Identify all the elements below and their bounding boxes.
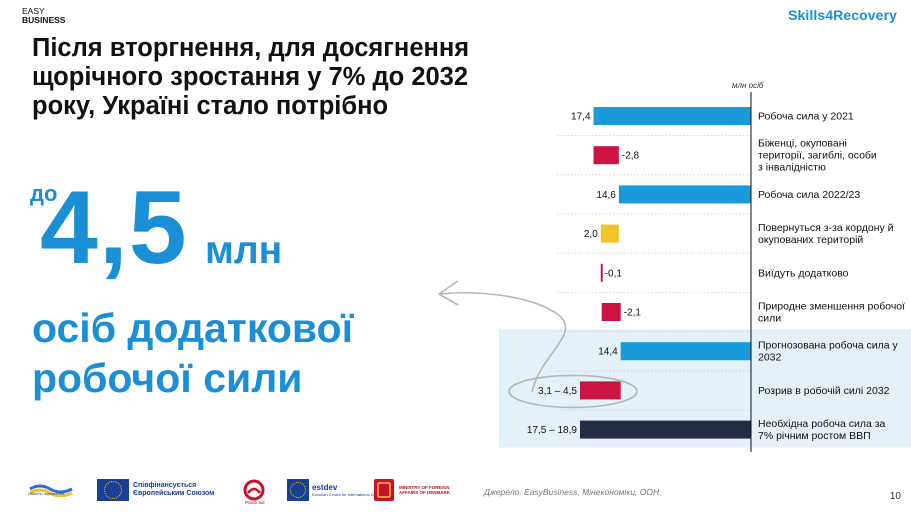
bar (601, 303, 621, 321)
ukraine-logo-text: стійкість і відновлення (28, 492, 65, 496)
estdev-flag-icon (287, 479, 309, 501)
denmark-mfa-text: MINISTRY OF FOREIGN AFFAIRS OF DENMARK (399, 485, 450, 495)
bar (618, 185, 751, 204)
data-label: -2,8 (622, 151, 640, 162)
bar (579, 381, 621, 400)
ukraine-flag-icon (29, 484, 73, 497)
page-number: 10 (889, 491, 901, 502)
ukraine-resilience-logo: стійкість і відновлення (28, 478, 78, 502)
highlight-prefix: до (30, 181, 58, 206)
category-label: Виїдуть додатково (758, 267, 849, 279)
easy-logo-line1: EASY (22, 6, 45, 16)
chart-unit-label: млн осіб (732, 81, 764, 90)
arrow-curve (439, 292, 567, 393)
eu-flag-icon (97, 479, 129, 501)
source-note: Джерело: EasyBusiness, Мінекономіки, ООН (484, 487, 660, 497)
polish-aid-icon (243, 479, 265, 501)
category-label: Біженці, окуповані території, загиблі, ос… (758, 138, 877, 174)
polish-aid-logo: Polish aid (243, 478, 267, 505)
gap-highlight-circle (508, 374, 638, 409)
data-label: 17,5 – 18,9 (527, 425, 577, 436)
denmark-crest-icon (374, 479, 394, 501)
category-label: Необхідна робоча сила за 7% річним ростом… (758, 418, 886, 442)
category-label: Робоча сила у 2021 (758, 111, 854, 123)
arrow-head-icon (438, 280, 459, 306)
data-label: -2,1 (624, 308, 642, 319)
category-label: Прогнозована робоча сила у 2032 (758, 340, 898, 364)
eu-cofunding-logo: Співфінансується Європейським Союзом (97, 478, 233, 502)
highlight-unit: млн (205, 229, 283, 272)
denmark-mfa-logo: MINISTRY OF FOREIGN AFFAIRS OF DENMARK (373, 478, 459, 502)
data-label: 14,6 (596, 190, 616, 201)
estdev-text-block: estdev Estonian Centre for International… (312, 482, 395, 497)
polish-aid-text: Polish aid (245, 500, 265, 505)
highlight-number: 4,5 (40, 170, 188, 286)
bar (579, 420, 751, 439)
bar (600, 263, 603, 282)
eu-cofunding-text: Співфінансується Європейським Союзом (133, 482, 215, 497)
data-label: 3,1 – 4,5 (538, 386, 577, 397)
skills4recovery-logo: Skills4Recovery (788, 7, 897, 23)
estdev-name: estdev (312, 482, 338, 492)
data-label: -0,1 (605, 268, 623, 279)
data-label: 17,4 (571, 112, 591, 123)
highlight-description: осіб додаткової робочої сили (32, 305, 354, 401)
estdev-subtitle: Estonian Centre for International Develo… (312, 491, 395, 497)
bar (600, 224, 619, 243)
category-label: Природне зменшення робочої сили (758, 301, 905, 325)
bar (593, 107, 751, 125)
easy-business-logo: EASY BUSINESS (22, 7, 65, 25)
bar (593, 146, 619, 165)
category-label: Розрив в робочій силі 2032 (758, 385, 890, 397)
estdev-logo: estdev Estonian Centre for International… (287, 478, 394, 502)
data-label: 2,0 (584, 229, 598, 240)
bar (620, 342, 751, 361)
slide-title: Після вторгнення, для досягнення щорічно… (32, 34, 470, 120)
category-label: Повернуться з-за кордону й окупованих тер… (758, 222, 894, 246)
easy-logo-line2: BUSINESS (22, 15, 66, 25)
category-label: Робоча сила 2022/23 (758, 189, 860, 201)
data-label: 14,4 (598, 347, 618, 358)
